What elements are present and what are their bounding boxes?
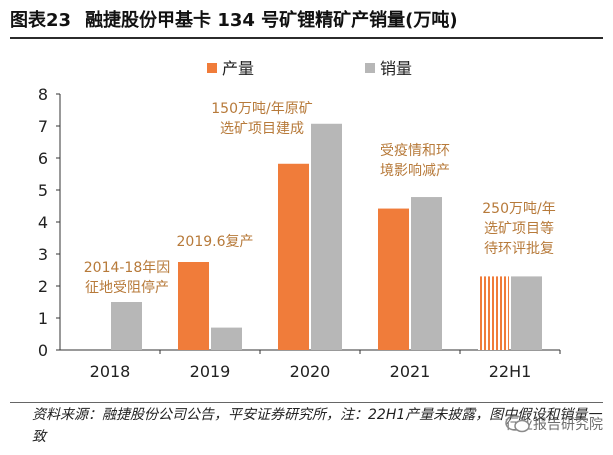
watermark: 行业报告研究院	[505, 414, 603, 434]
x-tick-label: 2019	[190, 362, 231, 381]
chart-axes: 0 1 2 3 4 5 6 7 8 2018 2019 2020 2021 22H1	[38, 85, 561, 381]
chart-bars	[111, 123, 542, 350]
legend-label: 产量	[222, 59, 254, 78]
annotation-line: 150万吨/年原矿	[211, 101, 312, 117]
y-tick-label: 3	[38, 245, 48, 264]
chart-annotations: 2014-18年因征地受阻停产 2019.6复产 150万吨/年原矿选矿项目建成受疫…	[84, 101, 556, 296]
y-tick-label: 4	[38, 213, 48, 232]
bar-sales	[511, 276, 542, 350]
figure-number: 图表23	[10, 10, 72, 31]
source-note: 资料来源：融捷股份公司公告，平安证券研究所，注：22H1产量未披露，图中假设和销…	[32, 407, 602, 445]
bar-sales	[311, 123, 342, 350]
source-divider	[10, 402, 603, 403]
bar-production	[378, 208, 409, 350]
y-tick-label: 6	[38, 149, 48, 168]
y-tick-label: 8	[38, 85, 48, 104]
bar-chart: 产量 销量 0 1 2 3 4 5 6 7 8 2018 2019 2020 2021 22H1 2014-…	[38, 59, 561, 381]
annotation-line: 待环评批复	[484, 240, 554, 257]
chart-title: 图表23 融捷股份甲基卡 134 号矿锂精矿产销量(万吨)	[10, 6, 603, 36]
bar-sales	[211, 327, 242, 350]
x-tick-label: 2020	[290, 362, 331, 381]
annotation-line: 受疫情和环	[380, 143, 450, 159]
annotation-22H1: 250万吨/年选矿项目等待环评批复	[482, 201, 555, 257]
annotation-2019: 2019.6复产	[177, 233, 254, 250]
y-tick-label: 1	[38, 309, 48, 328]
x-tick-label: 2018	[90, 362, 131, 381]
annotation-line: 选矿项目等	[484, 220, 554, 237]
chart-legend: 产量 销量	[207, 59, 412, 78]
annotation-2018: 2014-18年因征地受阻停产	[84, 260, 171, 296]
annotation-2020: 150万吨/年原矿选矿项目建成	[211, 101, 312, 137]
bar-sales	[111, 302, 142, 350]
legend-swatch	[365, 63, 375, 73]
annotation-line: 境影响减产	[380, 163, 450, 179]
legend-swatch	[207, 63, 217, 73]
y-tick-label: 5	[38, 181, 48, 200]
annotation-line: 2014-18年因	[84, 260, 171, 276]
wechat-icon	[505, 415, 530, 433]
bar-production	[178, 262, 209, 350]
y-tick-label: 2	[38, 277, 48, 296]
y-tick-label: 0	[38, 341, 48, 360]
annotation-2021: 受疫情和环境影响减产	[380, 143, 450, 179]
watermark-text: 行业报告研究院	[505, 417, 603, 433]
legend-label: 销量	[380, 59, 412, 78]
title-underline	[10, 37, 603, 39]
x-tick-label: 22H1	[489, 362, 532, 381]
x-tick-label: 2021	[390, 362, 431, 381]
figure-title-text: 融捷股份甲基卡 134 号矿锂精矿产销量(万吨)	[85, 10, 458, 31]
annotation-line: 选矿项目建成	[220, 121, 304, 137]
annotation-line: 征地受阻停产	[85, 279, 169, 296]
bar-sales	[411, 197, 442, 350]
annotation-line: 250万吨/年	[482, 201, 555, 217]
y-tick-label: 7	[38, 117, 48, 136]
bar-production	[278, 163, 309, 350]
annotation-line: 2019.6复产	[177, 233, 254, 250]
bar-production	[478, 276, 509, 350]
